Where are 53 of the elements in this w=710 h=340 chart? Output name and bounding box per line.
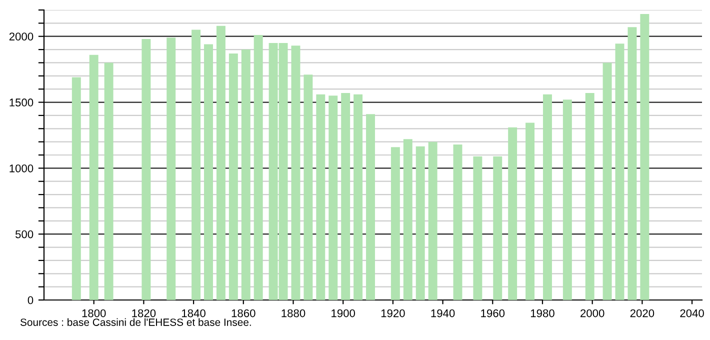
bar bbox=[585, 93, 594, 300]
x-tick-label: 2020 bbox=[630, 309, 654, 318]
bar bbox=[562, 100, 572, 300]
bar bbox=[542, 94, 552, 300]
bar bbox=[628, 27, 637, 300]
x-tick-label: 1840 bbox=[182, 309, 206, 318]
x-tick-label: 2000 bbox=[580, 309, 604, 318]
y-tick-label: 1000 bbox=[10, 164, 34, 172]
y-tick-label: 2000 bbox=[9, 32, 34, 40]
bar bbox=[192, 30, 201, 300]
bar bbox=[228, 54, 238, 300]
bar bbox=[166, 38, 176, 300]
bar bbox=[291, 46, 300, 300]
x-tick-label: 1980 bbox=[530, 309, 554, 318]
x-tick-label: 1820 bbox=[132, 309, 156, 318]
bar bbox=[354, 94, 363, 300]
bar bbox=[254, 35, 263, 300]
x-tick-label: 1960 bbox=[481, 309, 505, 318]
bar bbox=[241, 50, 250, 300]
bar bbox=[89, 54, 98, 300]
bar bbox=[72, 77, 81, 300]
bar bbox=[473, 156, 482, 300]
bar bbox=[204, 44, 213, 300]
x-tick-label: 2040 bbox=[680, 309, 704, 318]
x-tick-label: 1880 bbox=[282, 309, 306, 318]
source-note: Sources : base Cassini de l'EHESS et base Insee. bbox=[20, 318, 251, 326]
y-tick-label: 500 bbox=[15, 230, 34, 238]
x-tick-label: 1940 bbox=[431, 309, 455, 318]
x-tick-label: 1900 bbox=[332, 309, 356, 318]
bar bbox=[403, 139, 412, 300]
bar bbox=[602, 62, 612, 300]
bar bbox=[453, 144, 462, 300]
bar bbox=[104, 62, 114, 300]
x-tick-label: 1800 bbox=[82, 309, 106, 318]
bar bbox=[341, 93, 350, 300]
x-tick-label: 1860 bbox=[232, 309, 256, 318]
bar bbox=[316, 94, 326, 300]
bar bbox=[366, 114, 375, 300]
x-tick-label: 1920 bbox=[381, 309, 405, 318]
bar bbox=[615, 44, 624, 300]
bar bbox=[493, 156, 502, 300]
bar bbox=[428, 142, 438, 300]
bar bbox=[142, 39, 151, 300]
bar bbox=[508, 127, 518, 300]
bar bbox=[640, 14, 650, 300]
y-tick-label: 1500 bbox=[10, 98, 34, 106]
bar bbox=[526, 122, 535, 300]
bar bbox=[304, 74, 313, 300]
bar bbox=[390, 147, 400, 300]
bar bbox=[416, 146, 425, 300]
y-tick-label: 0 bbox=[28, 296, 34, 304]
bar bbox=[328, 96, 338, 300]
bar bbox=[216, 26, 226, 300]
